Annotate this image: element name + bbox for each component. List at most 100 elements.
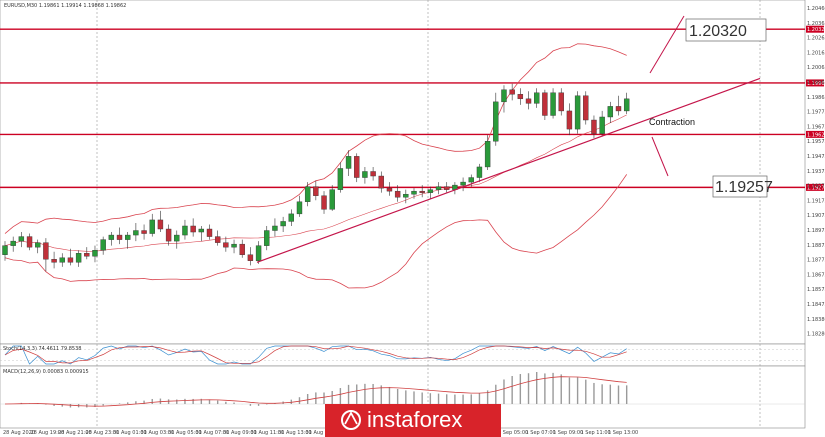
candle [10,236,16,252]
candle [51,251,57,269]
candle-body [321,195,327,210]
band-lower [4,174,628,289]
candle-body [198,228,205,233]
candle-body [534,92,540,104]
x-tick-label: 31 Aug 03:00 [141,430,175,436]
candle-body [304,186,311,202]
y-tick-label: 1.19575 [807,139,825,145]
candle-body [591,119,597,134]
candle [84,247,90,260]
candle-body [558,92,564,112]
candle-body [509,89,515,95]
y-tick-label: 1.19375 [807,169,825,175]
candle [100,236,106,255]
y-tick-label: 1.19865 [807,95,825,101]
candle-body [501,89,507,103]
candle-body [362,171,368,178]
y-tick-label: 1.18575 [807,287,825,293]
candle [460,177,466,192]
candle-body [223,242,229,248]
candle-body [272,225,278,231]
level-price-tag [806,25,824,33]
candle [558,88,564,116]
candle [403,189,409,204]
candle [18,232,25,248]
candle-body [108,234,115,240]
candle-body [329,189,335,210]
candle-body [468,177,474,183]
candle-body [542,92,548,116]
x-tick-label: 1 Sep 11:00 [581,430,611,436]
y-tick-label: 1.19775 [807,110,825,116]
candle [304,182,311,207]
candle-body [165,228,172,242]
candle [116,227,123,245]
candle [133,222,139,242]
candle [231,239,237,254]
candle-body [313,186,319,196]
candle-body [484,141,491,168]
candle [157,210,164,233]
candle-body [92,250,98,257]
candle [591,115,597,139]
candle [108,232,115,246]
candle-body [51,259,57,263]
candle [190,218,196,237]
y-tick-label: 1.19075 [807,213,825,219]
x-tick-label: 31 Aug 15:00 [306,430,340,436]
candle-body [337,168,344,190]
x-tick-label: 1 Sep 07:00 [526,430,556,436]
candle [337,162,344,193]
candle [484,135,491,170]
level-price-tag [806,130,824,138]
candle [67,248,74,266]
candle [623,92,630,114]
candle-body [116,234,123,240]
candle [574,91,581,134]
y-tick-label: 1.20065 [807,65,825,71]
candle [607,101,614,124]
candle-body [427,189,434,193]
candle-body [296,201,303,215]
y-tick-label: 1.18380 [807,317,825,323]
candle-body [124,234,131,240]
candle [615,95,622,116]
candle [362,166,368,184]
candle-body [247,254,254,261]
x-tick-label: 28 Aug 19:00 [31,430,65,436]
candle-body [354,156,360,178]
candle-body [26,236,33,248]
candle [26,233,33,251]
candle-body [525,98,532,104]
candle [386,182,393,196]
candle [174,230,180,249]
candle-body [386,187,393,192]
candle-body [43,242,49,260]
candle [599,110,605,137]
candle-body [2,245,8,255]
macd-signal-line [4,376,627,407]
support-trendline [256,77,761,263]
level-price-label: 1.19625 [807,132,825,138]
candle-body [35,242,41,248]
x-tick-label: 31 Aug 09:00 [223,430,257,436]
candle [542,89,548,121]
candle-body [133,230,139,236]
x-tick-label: 31 Aug 05:00 [168,430,202,436]
candle [583,91,589,125]
candle [296,195,303,217]
candle-body [623,98,630,112]
candle-body [615,106,622,112]
candle [313,180,319,201]
x-tick-label: 1 Sep 09:00 [553,430,583,436]
candle [255,241,262,264]
candle [43,238,49,272]
instaforex-logo-text: instaforex [367,407,462,432]
candle-body [239,243,245,255]
candle [214,230,221,246]
candle-body [206,228,213,237]
candle-body [18,236,25,242]
candle-body [141,230,147,234]
candle [525,91,532,110]
